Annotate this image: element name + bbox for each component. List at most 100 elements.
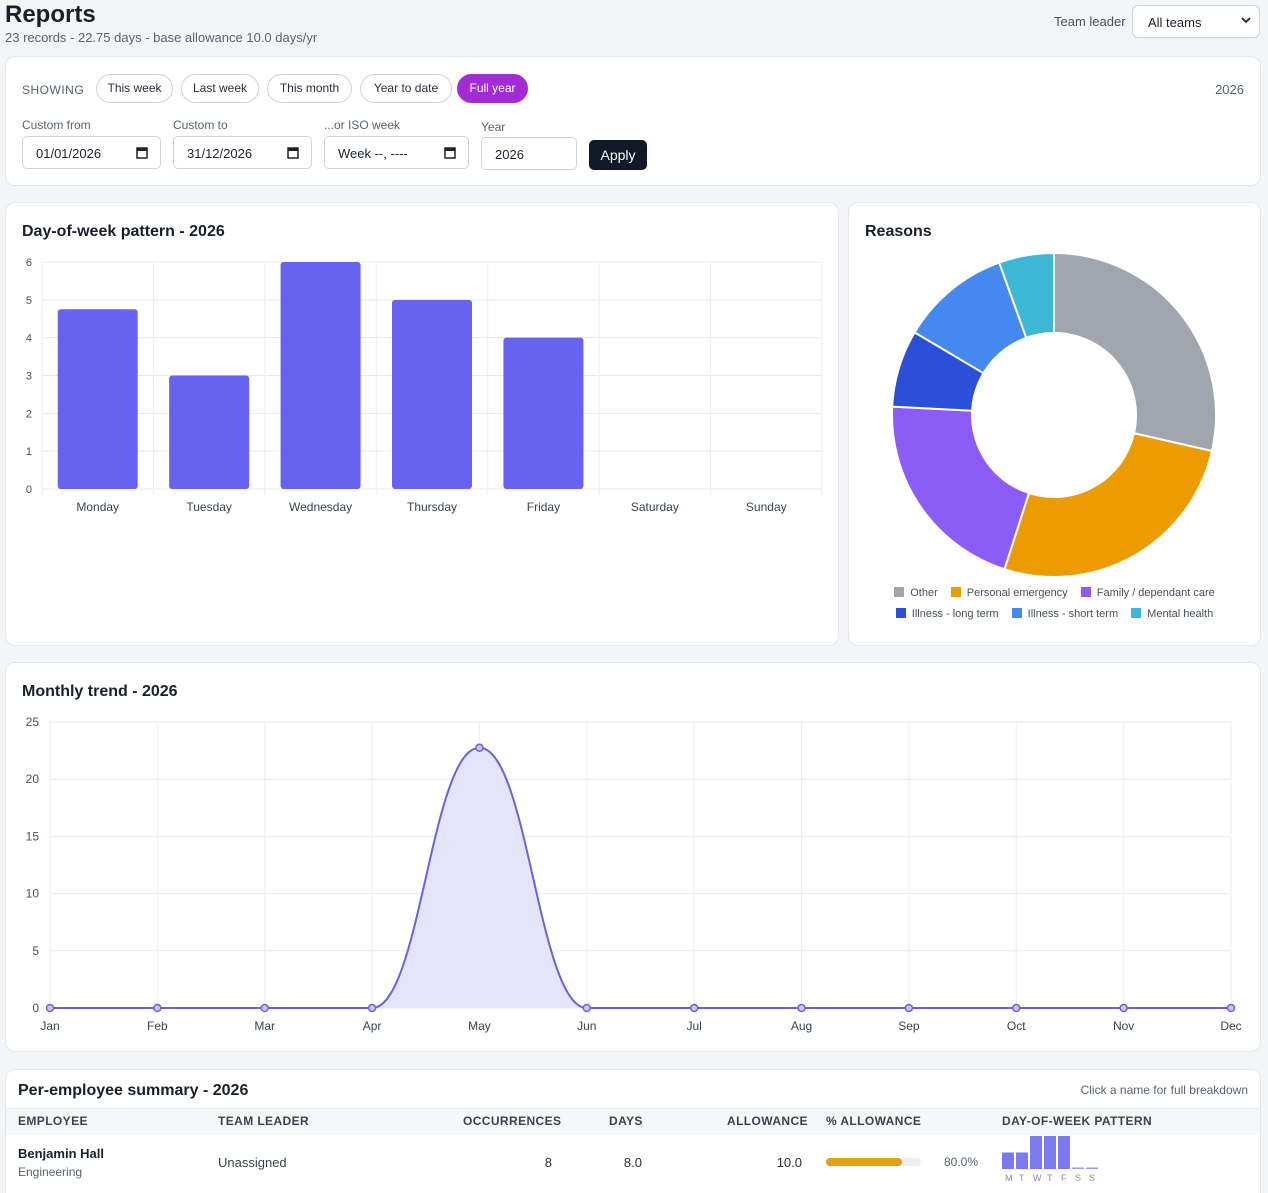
pill-full-year[interactable]: Full year (457, 74, 528, 103)
column-header-occurrences[interactable]: OCCURRENCES (463, 1114, 562, 1128)
x-tick-label: Mar (254, 1019, 275, 1033)
calendar-icon (287, 147, 299, 159)
team-select[interactable]: All teams (1132, 5, 1260, 38)
x-tick-label: Monday (76, 500, 119, 514)
legend-label: Illness - long term (911, 608, 999, 620)
chevron-down-icon (1241, 17, 1251, 24)
donut-slice-5 (997, 251, 1055, 340)
x-tick-label: Saturday (631, 500, 679, 514)
y-tick-label: 5 (32, 944, 39, 958)
filter-card: SHOWING This week Last week This month Y… (5, 56, 1261, 186)
legend-swatch (1011, 608, 1022, 618)
calendar-icon (444, 147, 456, 159)
donut-slice-1 (1003, 432, 1214, 578)
x-tick-label: Apr (363, 1019, 382, 1033)
employee-team: Engineering (18, 1165, 83, 1179)
legend-label: Illness - short term (1027, 608, 1119, 620)
reasons-title: Reasons (865, 223, 932, 240)
trend-point-feb (153, 1003, 162, 1013)
custom-from-value: 01/01/2026 (36, 146, 102, 161)
trend-point-nov (1119, 1003, 1128, 1013)
donut-slice-0 (1053, 251, 1217, 453)
legend-swatch (894, 587, 905, 597)
x-tick-label: Jun (577, 1019, 596, 1033)
custom-to-input[interactable]: 31/12/2026 (173, 136, 312, 169)
team-leader-cell: Unassigned (218, 1155, 287, 1170)
reasons-donut-chart (891, 251, 1217, 578)
monthly-trend-chart: 0 5 10 15 20 25 Jan Feb Mar Apr May Jun Jul Aug Sep Oct… (26, 715, 1242, 1033)
team-leader-label: Team leader (1054, 14, 1126, 29)
column-header-day-pattern: DAY-OF-WEEK PATTERN (1002, 1114, 1153, 1128)
allowance-progress-fill (826, 1158, 902, 1166)
apply-button[interactable]: Apply (589, 140, 647, 170)
pattern-bar (1002, 1152, 1014, 1169)
legend-item-family-care[interactable]: Family / dependant care (1080, 587, 1215, 599)
legend-label: Personal emergency (966, 587, 1068, 599)
legend-item-illness-long[interactable]: Illness - long term (895, 608, 999, 620)
y-tick-label: 1 (26, 446, 32, 458)
trend-point-mar (260, 1003, 269, 1013)
column-header-allowance[interactable]: ALLOWANCE (727, 1114, 808, 1128)
page-subtitle: 23 records - 22.75 days - base allowance… (5, 30, 318, 45)
pill-this-month[interactable]: This month (267, 74, 352, 103)
pattern-bar (1072, 1167, 1084, 1169)
days-cell: 8.0 (623, 1155, 642, 1170)
legend-item-personal-emergency[interactable]: Personal emergency (950, 587, 1068, 599)
pattern-day-label: T (1019, 1173, 1025, 1183)
occurrences-cell: 8 (544, 1155, 552, 1170)
x-tick-label: Sunday (746, 500, 787, 514)
column-header-days[interactable]: DAYS (609, 1114, 643, 1128)
column-header-team-leader[interactable]: TEAM LEADER (218, 1114, 310, 1128)
x-tick-label: Dec (1220, 1019, 1241, 1033)
y-tick-label: 20 (26, 772, 40, 786)
year-label: Year (481, 120, 506, 134)
y-tick-label: 0 (32, 1001, 39, 1015)
y-tick-label: 5 (26, 295, 32, 307)
y-tick-label: 4 (26, 333, 32, 345)
x-tick-label: Thursday (407, 500, 457, 514)
year-input-value: 2026 (495, 147, 524, 162)
pattern-day-label: S (1089, 1173, 1096, 1183)
legend-item-illness-short[interactable]: Illness - short term (1011, 608, 1119, 620)
legend-label: Family / dependant care (1096, 587, 1215, 599)
pill-this-week[interactable]: This week (96, 74, 173, 103)
trend-point-oct (1012, 1003, 1021, 1013)
x-tick-label: Jul (687, 1019, 702, 1033)
reasons-legend-row-2: Illness - long term Illness - short term… (849, 608, 1260, 620)
bar-monday (57, 309, 138, 489)
pill-year-to-date[interactable]: Year to date (360, 74, 452, 103)
x-tick-label: Wednesday (289, 500, 352, 514)
column-header-employee[interactable]: EMPLOYEE (18, 1114, 88, 1128)
bar-wednesday (280, 262, 361, 489)
custom-to-label: Custom to (173, 118, 228, 132)
bar-tuesday (169, 375, 250, 489)
y-tick-label: 15 (26, 829, 40, 843)
employee-name-link[interactable]: Benjamin Hall (18, 1146, 104, 1161)
custom-from-input[interactable]: 01/01/2026 (22, 136, 161, 169)
year-input[interactable]: 2026 (481, 137, 577, 170)
iso-week-label: ...or ISO week (324, 118, 401, 132)
trend-point-sep (904, 1003, 914, 1013)
iso-week-input[interactable]: Week --, ---- (324, 136, 469, 169)
trend-point-may (475, 743, 484, 752)
legend-swatch (1080, 587, 1091, 597)
table-header (6, 1108, 1260, 1135)
legend-item-mental-health[interactable]: Mental health (1131, 608, 1213, 620)
pattern-bar (1058, 1136, 1070, 1169)
summary-card: Per-employee summary - 2026 Click a name… (5, 1069, 1261, 1193)
custom-to-value: 31/12/2026 (187, 146, 253, 161)
pattern-bar (1030, 1136, 1042, 1169)
x-tick-label: Feb (147, 1019, 168, 1033)
trend-point-apr (367, 1003, 377, 1013)
pill-last-week[interactable]: Last week (181, 74, 259, 103)
summary-title: Per-employee summary - 2026 (18, 1082, 249, 1099)
x-tick-label: Nov (1113, 1019, 1134, 1033)
pattern-day-label: T (1047, 1173, 1053, 1183)
y-tick-label: 10 (26, 887, 40, 901)
iso-week-value: Week --, ---- (338, 146, 408, 161)
monthly-trend-card: Monthly trend - 2026 0 5 10 15 20 25 Jan Feb Mar… (5, 662, 1261, 1052)
legend-item-other[interactable]: Other (894, 587, 938, 599)
custom-from-label: Custom from (22, 118, 91, 132)
y-tick-label: 3 (26, 371, 32, 383)
column-header-pct-allowance[interactable]: % ALLOWANCE (826, 1114, 922, 1128)
